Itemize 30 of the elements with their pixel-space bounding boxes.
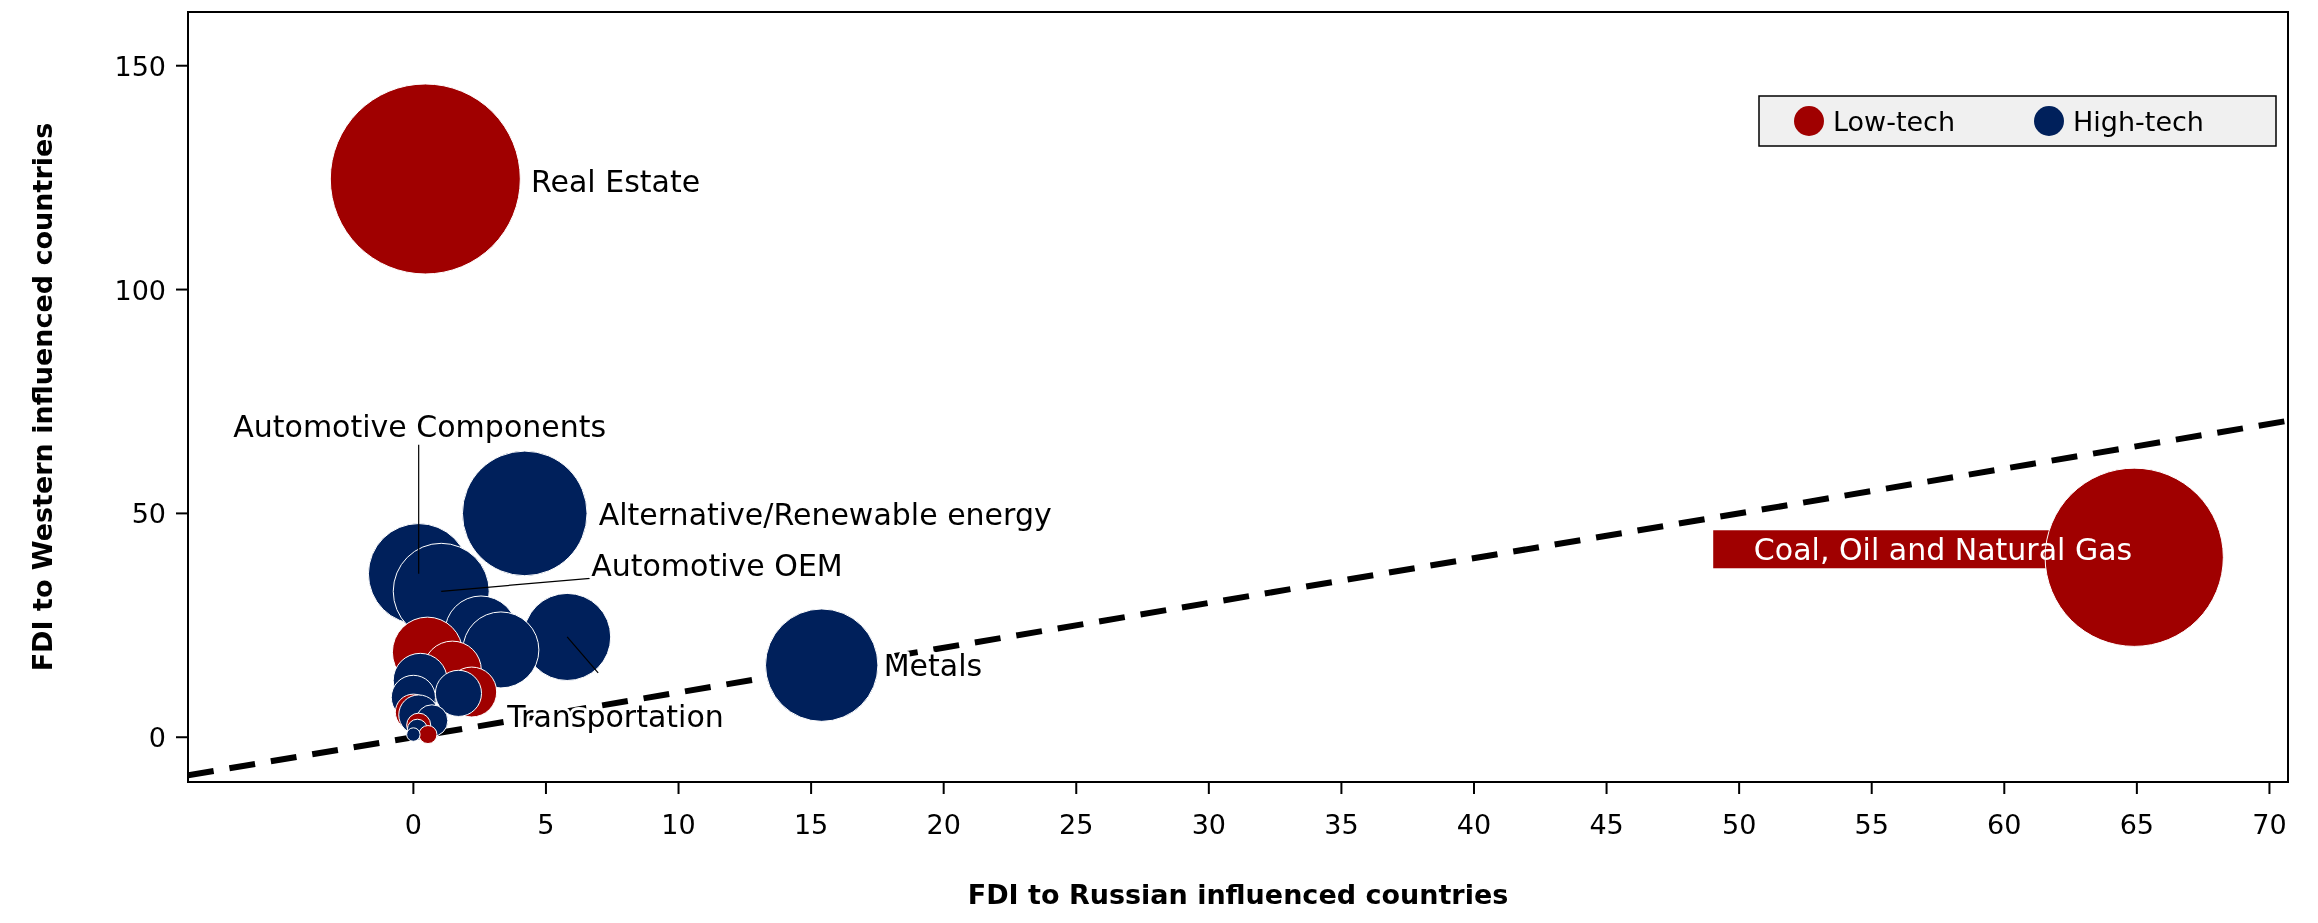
x-tick-label: 30 — [1191, 809, 1227, 840]
annotation: Metals — [883, 648, 983, 684]
y-axis-title: FDI to Western influenced countries — [27, 122, 58, 672]
x-tick-label: 50 — [1721, 809, 1757, 840]
x-tick-label: 10 — [661, 809, 696, 840]
x-tick-label: 0 — [404, 809, 422, 840]
x-tick-label: 60 — [1987, 809, 2022, 840]
y-tick-label: 150 — [114, 50, 166, 82]
x-tick-label: 55 — [1854, 809, 1889, 840]
x-tick-label: 45 — [1589, 809, 1624, 840]
annotation: Alternative/Renewable energy — [598, 497, 1052, 533]
x-tick-label: 15 — [793, 809, 829, 840]
x-tick-label: 70 — [2252, 809, 2287, 840]
x-tick-label: 65 — [2119, 809, 2155, 840]
x-tick-label: 25 — [1059, 809, 1094, 840]
annotation: Transportation — [506, 698, 724, 734]
y-tick-label: 100 — [114, 274, 166, 306]
legend-label: High-tech — [2073, 106, 2204, 137]
annotation: Automotive Components — [233, 408, 607, 444]
annotation: Real Estate — [531, 164, 701, 199]
legend-label: Low-tech — [1833, 106, 1956, 137]
y-tick-label: 0 — [148, 722, 166, 754]
x-tick-label: 35 — [1324, 809, 1359, 840]
x-tick-label: 40 — [1456, 809, 1492, 840]
x-tick-label: 5 — [537, 809, 555, 840]
y-tick-label: 50 — [131, 498, 166, 530]
x-axis-title: FDI to Russian influenced countries — [967, 879, 1509, 910]
annotation: Automotive OEM — [591, 548, 843, 584]
x-tick-label: 20 — [926, 809, 961, 840]
annotation: Coal, Oil and Natural Gas — [1753, 532, 2133, 568]
